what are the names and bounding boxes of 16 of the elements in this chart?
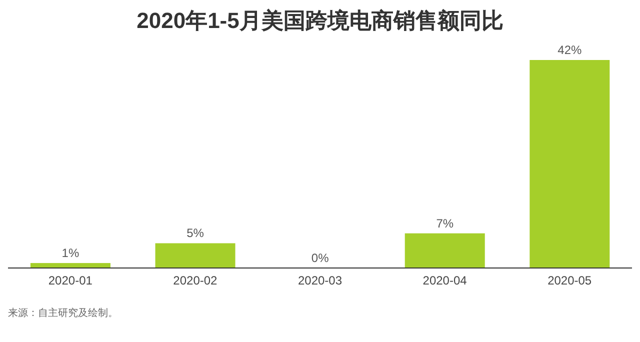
data-label: 7% [436,216,454,230]
x-tick-label: 2020-01 [48,274,93,288]
x-tick-label: 2020-04 [422,274,468,288]
bar [155,243,236,268]
x-tick-label: 2020-02 [173,274,218,288]
bar [404,233,485,268]
data-label: 1% [62,246,80,260]
data-label: 0% [311,251,330,265]
data-label: 5% [186,226,204,240]
chart-title: 2020年1-5月美国跨境电商销售额同比 [136,7,504,35]
x-tick-label: 2020-05 [548,274,592,288]
data-label: 42% [558,43,582,57]
source-note: 来源：自主研究及绘制。 [8,306,118,320]
bar [30,263,110,268]
x-tick-label: 2020-03 [298,274,342,288]
bar [530,60,610,268]
